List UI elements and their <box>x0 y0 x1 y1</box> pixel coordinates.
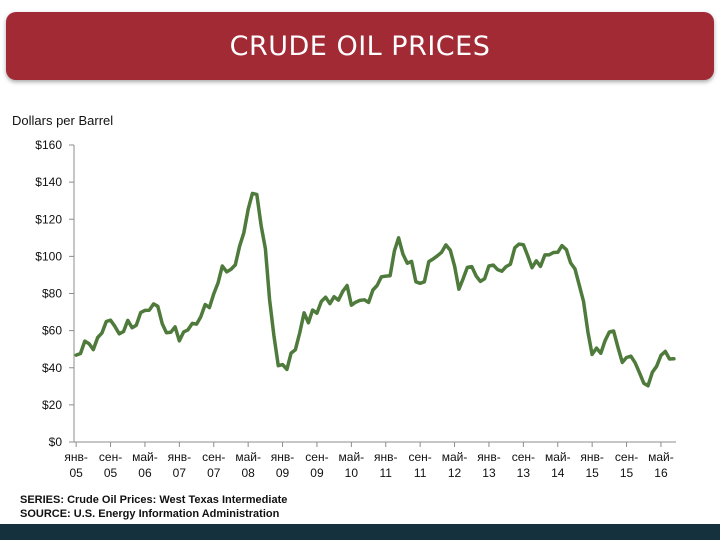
x-tick-label-bottom: 05 <box>104 466 118 480</box>
x-tick-label-top: май- <box>545 450 571 464</box>
x-tick-label-bottom: 08 <box>241 466 255 480</box>
title-banner: CRUDE OIL PRICES <box>6 12 714 80</box>
x-tick-label-top: май- <box>132 450 158 464</box>
x-tick-label-top: сен- <box>305 450 328 464</box>
series-note: SERIES: Crude Oil Prices: West Texas Int… <box>20 494 288 506</box>
x-tick-label-top: янв- <box>374 450 398 464</box>
x-tick-label-top: май- <box>442 450 468 464</box>
x-tick-label-top: сен- <box>202 450 225 464</box>
x-tick-label-bottom: 07 <box>207 466 221 480</box>
x-tick-label-bottom: 09 <box>310 466 324 480</box>
x-tick-label-bottom: 11 <box>380 466 393 480</box>
x-tick-label-bottom: 06 <box>138 466 152 480</box>
y-tick-label: $100 <box>35 249 62 263</box>
x-tick-label-bottom: 13 <box>482 466 496 480</box>
source-note: SOURCE: U.S. Energy Information Administ… <box>20 508 280 520</box>
y-tick-label: $40 <box>42 361 62 375</box>
x-tick-label-bottom: 05 <box>69 466 83 480</box>
footer-bar <box>0 524 720 540</box>
x-tick-label-top: сен- <box>99 450 122 464</box>
source-notes: SERIES: Crude Oil Prices: West Texas Int… <box>20 493 287 521</box>
y-tick-label: $140 <box>35 175 62 189</box>
line-chart: $0 $20 $40 $60 $80 $100 $120 $140 $160 янв- 05 сен-… <box>35 138 676 480</box>
x-tick-label-top: янв- <box>271 450 295 464</box>
x-tick-label-top: янв- <box>580 450 604 464</box>
x-tick-label-top: май- <box>648 450 674 464</box>
x-tick-label-top: май- <box>339 450 365 464</box>
series-line-wti <box>74 191 676 388</box>
x-tick-label-bottom: 16 <box>654 466 668 480</box>
y-tick-label: $80 <box>42 287 62 301</box>
x-tick-label-bottom: 09 <box>276 466 290 480</box>
x-tick-label-top: янв- <box>168 450 192 464</box>
x-tick-label-top: май- <box>235 450 261 464</box>
x-tick-label-top: янв- <box>64 450 88 464</box>
y-tick-label: $20 <box>42 398 62 412</box>
x-tick-label-bottom: 15 <box>620 466 634 480</box>
x-tick-label-bottom: 10 <box>345 466 359 480</box>
x-tick-label-bottom: 14 <box>551 466 565 480</box>
x-tick-label-bottom: 15 <box>585 466 599 480</box>
y-tick-label: $60 <box>42 324 62 338</box>
y-tick-label: $160 <box>35 138 62 152</box>
y-tick-label: $0 <box>49 435 63 449</box>
y-axis-label: Dollars per Barrel <box>12 113 114 128</box>
x-tick-label-bottom: 12 <box>448 466 462 480</box>
x-tick-label-top: янв- <box>477 450 501 464</box>
page-title: CRUDE OIL PRICES <box>229 30 491 62</box>
x-tick-label-bottom: 13 <box>517 466 531 480</box>
x-tick-label-bottom: 07 <box>173 466 187 480</box>
x-tick-label-bottom: 11 <box>414 466 427 480</box>
x-tick-label-top: сен- <box>512 450 535 464</box>
x-tick-label-top: сен- <box>615 450 638 464</box>
y-tick-label: $120 <box>35 212 62 226</box>
x-tick-label-top: сен- <box>409 450 432 464</box>
